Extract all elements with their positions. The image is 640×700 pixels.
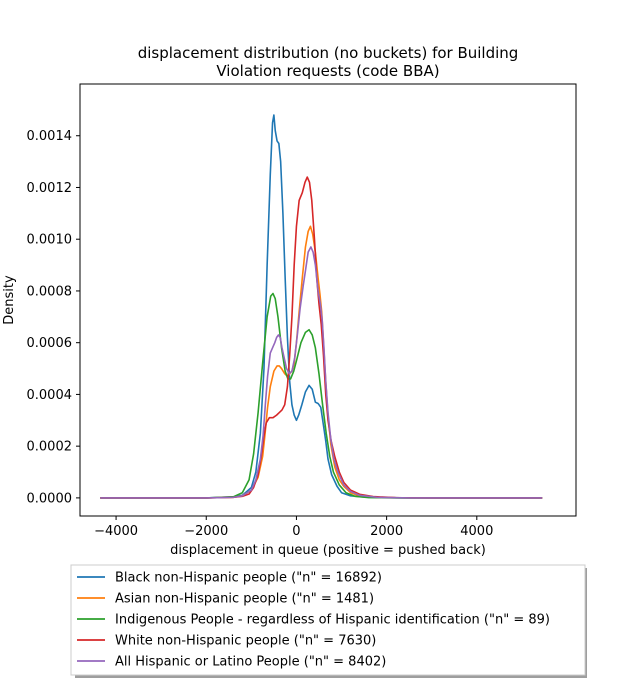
y-axis-label: Density	[2, 275, 17, 325]
legend-label-1: Black non-Hispanic people ("n" = 16892)	[115, 571, 382, 586]
series-line-1	[100, 114, 543, 499]
x-tick-label: 2000	[370, 524, 403, 539]
plot-lines	[100, 114, 543, 499]
y-tick-label: 0.0014	[27, 129, 73, 144]
x-axis-ticks: −4000 −2000 0 2000 4000	[94, 516, 493, 539]
x-tick-label: 0	[292, 524, 300, 539]
y-tick-label: 0.0004	[27, 388, 73, 403]
x-tick-label: −4000	[94, 524, 138, 539]
y-axis-ticks: 0.0000 0.0002 0.0004 0.0006 0.0008 0.0010 0.00…	[27, 129, 80, 506]
legend-label-5: All Hispanic or Latino People ("n" = 840…	[115, 655, 386, 670]
legend-label-2: Asian non-Hispanic people ("n" = 1481)	[115, 592, 374, 607]
legend-items: Black non-Hispanic people ("n" = 16892) A…	[77, 571, 550, 670]
y-tick-label: 0.0002	[27, 440, 73, 455]
y-tick-label: 0.0010	[27, 233, 73, 248]
legend-box	[70, 564, 586, 676]
y-tick-label: 0.0006	[27, 336, 73, 351]
series-line-3	[100, 292, 543, 499]
chart-title-line-1: displacement distribution (no buckets) f…	[138, 44, 519, 62]
y-tick-label: 0.0000	[27, 491, 73, 506]
y-tick-label: 0.0008	[27, 284, 73, 299]
chart-title-line-2: Violation requests (code BBA)	[216, 62, 439, 80]
y-tick-label: 0.0012	[27, 181, 73, 196]
legend-label-3: Indigenous People - regardless of Hispan…	[115, 613, 550, 628]
x-tick-label: 4000	[460, 524, 493, 539]
plot-frame	[79, 83, 577, 517]
x-axis-label: displacement in queue (positive = pushed…	[170, 543, 486, 558]
series-line-4	[100, 176, 543, 499]
x-tick-label: −2000	[184, 524, 228, 539]
legend-label-4: White non-Hispanic people ("n" = 7630)	[115, 634, 376, 649]
legend: Black non-Hispanic people ("n" = 16892) A…	[70, 564, 587, 678]
series-line-5	[100, 246, 543, 499]
series-line-2	[100, 225, 543, 499]
